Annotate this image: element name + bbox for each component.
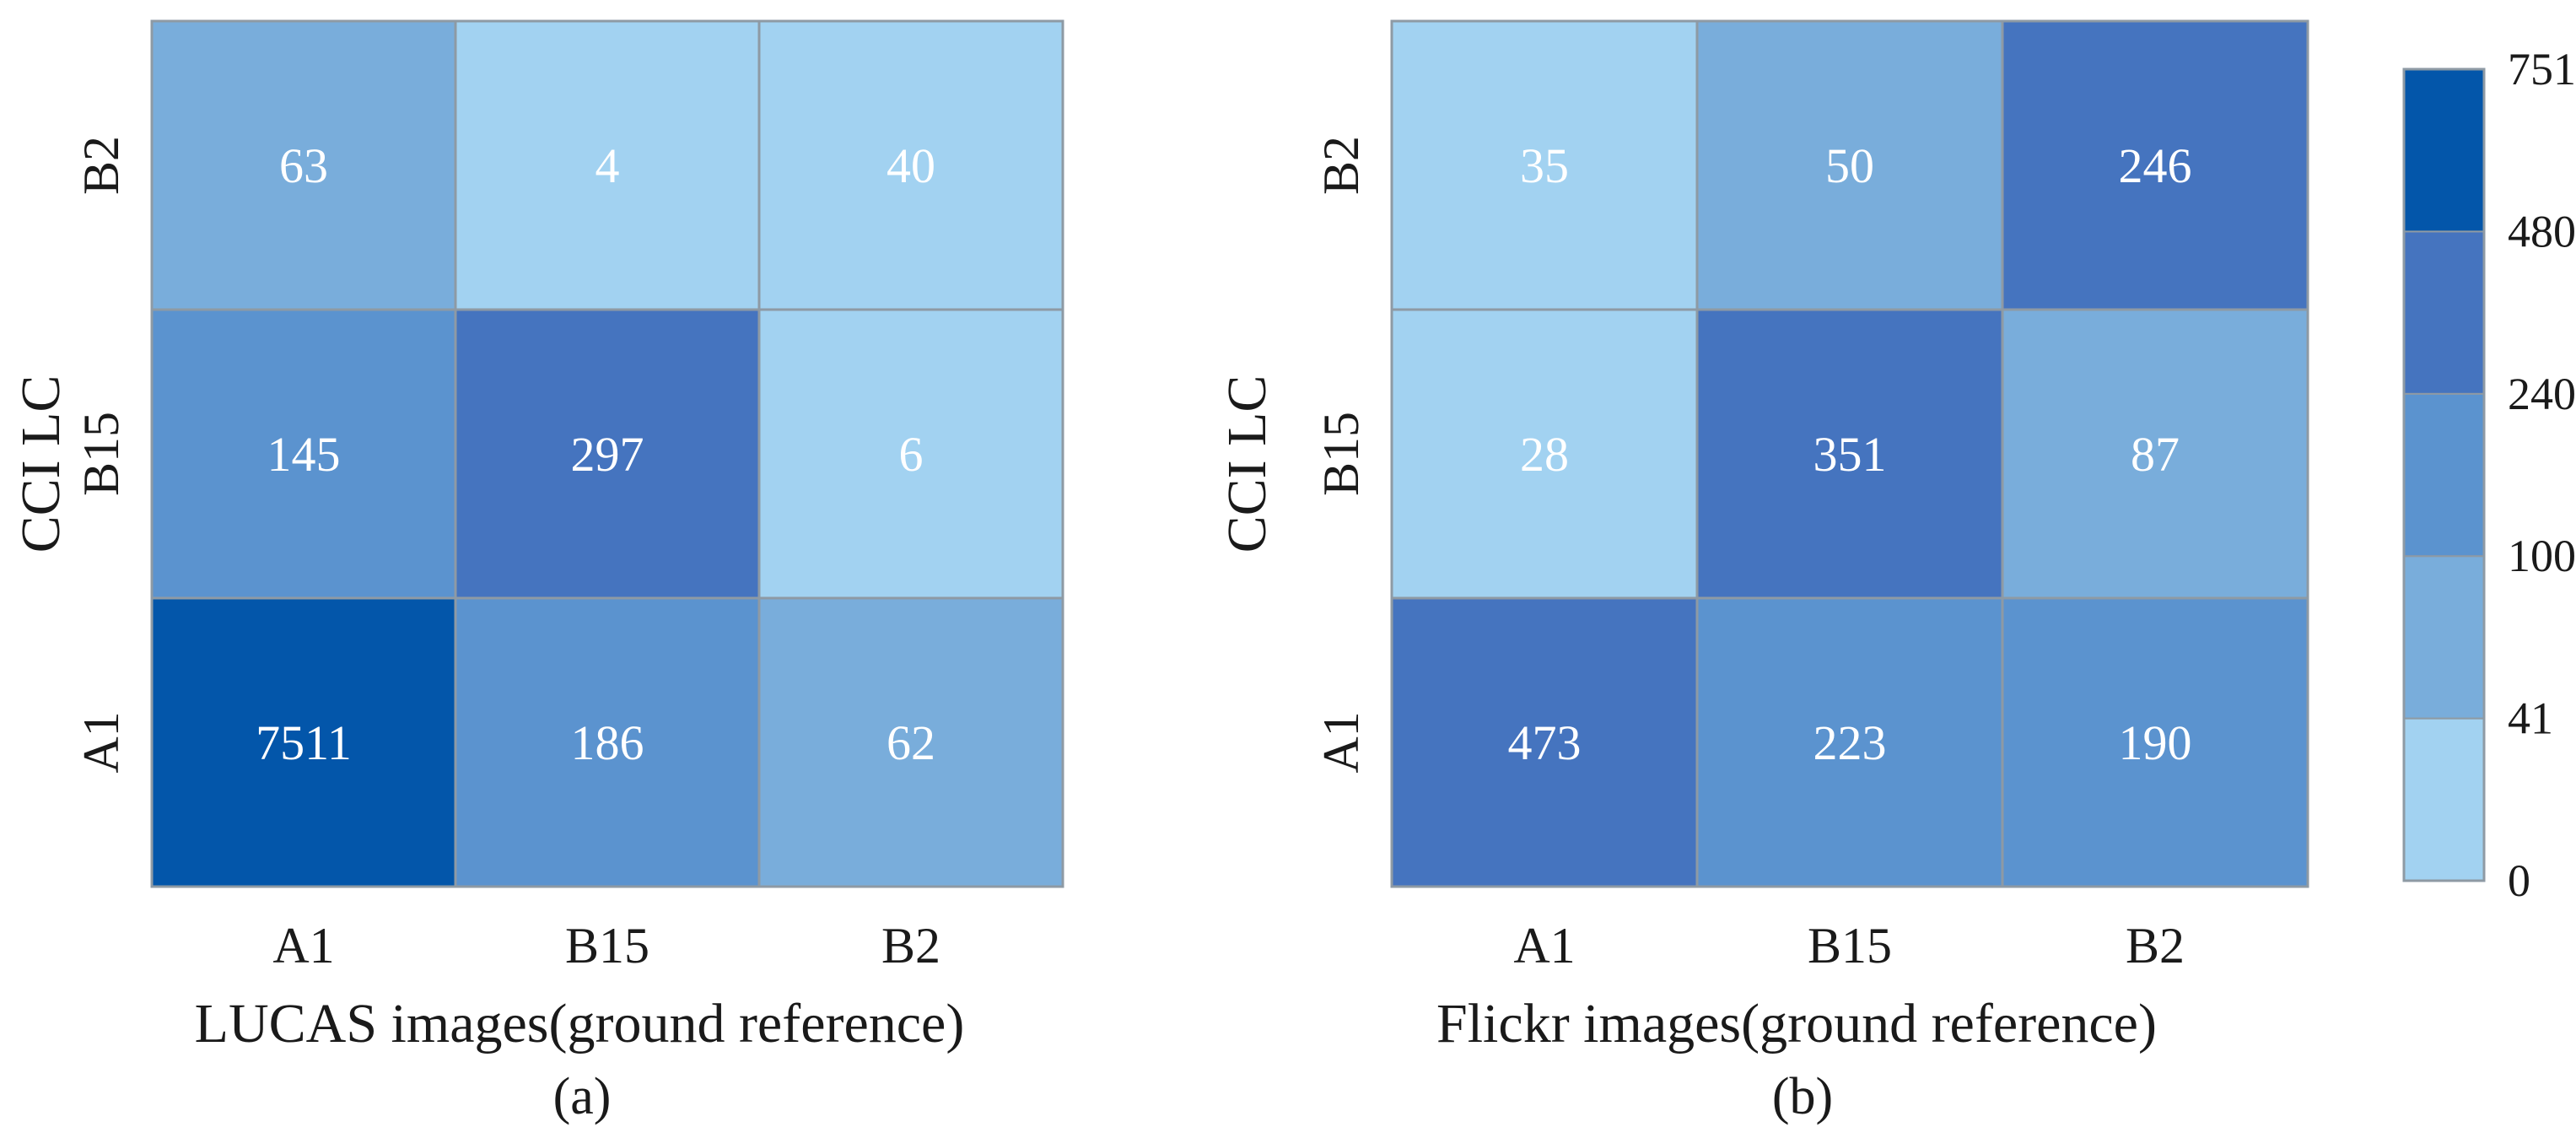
heatmap-cell	[454, 596, 761, 888]
heatmap-cell	[2001, 308, 2309, 600]
colorbar-band	[2403, 68, 2485, 233]
colorbar-bands	[2403, 68, 2485, 882]
x-tick-label: A1	[272, 918, 334, 974]
colorbar-tick-label: 100	[2508, 531, 2576, 581]
cell-value-label: 4	[595, 138, 620, 193]
panel-label-b: (b)	[1772, 1068, 1833, 1125]
cell-value-label: 190	[2119, 715, 2192, 770]
x-tick-label: B2	[881, 918, 940, 974]
colorbar-tick-label: 240	[2508, 369, 2576, 419]
heatmap-cell	[2001, 19, 2309, 311]
heatmap-cell	[757, 596, 1064, 888]
x-tick-label: B2	[2126, 918, 2185, 974]
colorbar-tick-label: 480	[2508, 206, 2576, 256]
heatmap-cell	[1390, 596, 1699, 888]
y-tick-label: B15	[73, 412, 129, 496]
heatmap-cell	[2001, 596, 2309, 888]
colorbar-tick-label: 41	[2508, 693, 2553, 744]
colorbar-band	[2403, 230, 2485, 395]
x-tick-label: A1	[1513, 918, 1575, 974]
cell-value-label: 87	[2131, 427, 2180, 482]
heatmap-cell	[757, 308, 1064, 600]
y-tick-labels-a: B2 B15 A1	[73, 136, 129, 774]
panel-label-a: (a)	[553, 1068, 612, 1125]
colorbar-tick-label: 7511	[2508, 44, 2576, 94]
y-axis-title-b: CCI LC	[1216, 375, 1278, 553]
cell-value-label: 246	[2119, 138, 2192, 193]
cell-value-label: 223	[1813, 715, 1887, 770]
heatmap-cell	[150, 596, 457, 888]
colorbar-band	[2403, 392, 2485, 558]
x-axis-title-a: LUCAS images(ground reference)	[195, 993, 965, 1054]
colorbar-band	[2403, 555, 2485, 720]
y-tick-labels-b: B2 B15 A1	[1313, 136, 1369, 774]
x-tick-labels-a: A1 B15 B2	[272, 918, 940, 974]
y-tick-label: A1	[1313, 711, 1369, 773]
y-tick-label: B15	[1313, 412, 1369, 496]
heatmap-cell	[454, 308, 761, 600]
cell-value-label: 62	[887, 715, 935, 770]
heatmap-cell-labels-a: 63 4 40 145 297 6 7511 186 62	[256, 138, 935, 770]
y-tick-label: B2	[73, 136, 129, 195]
cell-value-label: 473	[1508, 715, 1582, 770]
cell-value-label: 6	[899, 427, 924, 482]
cell-value-label: 63	[279, 138, 328, 193]
heatmap-cell	[150, 308, 457, 600]
cell-value-label: 40	[887, 138, 935, 193]
colorbar-tick-label: 0	[2508, 855, 2530, 906]
cell-value-label: 145	[267, 427, 341, 482]
cell-value-label: 351	[1813, 427, 1887, 482]
cell-value-label: 28	[1520, 427, 1569, 482]
cell-value-label: 35	[1520, 138, 1569, 193]
y-tick-label: A1	[73, 711, 129, 773]
heatmap-cell-labels-b: 35 50 246 28 351 87 473 223 190	[1508, 138, 2192, 770]
heatmap-cell	[1390, 308, 1699, 600]
cell-value-label: 297	[571, 427, 644, 482]
heatmap-cells-b	[1390, 19, 2309, 888]
heatmap-cell	[150, 19, 457, 311]
heatmap-cells-a	[150, 19, 1064, 888]
colorbar-outline	[2402, 67, 2486, 882]
x-tick-label: B15	[565, 918, 649, 974]
y-tick-label: B2	[1313, 136, 1369, 195]
cell-value-label: 186	[571, 715, 644, 770]
heatmap-cell	[757, 19, 1064, 311]
colorbar-tick-labels: 0 41 100 240 480 7511	[2508, 44, 2576, 906]
x-tick-labels-b: A1 B15 B2	[1513, 918, 2185, 974]
heatmap-cell	[1695, 596, 2004, 888]
cell-value-label: 50	[1825, 138, 1874, 193]
x-tick-label: B15	[1808, 918, 1892, 974]
colorbar: 0 41 100 240 480 7511	[2402, 44, 2576, 906]
heatmap-cell	[454, 19, 761, 311]
colorbar-band	[2403, 717, 2485, 882]
heatmap-panel-a: 63 4 40 145 297 6 7511 186 62 A1 B15 B2 B2 B15 A1 LU…	[10, 19, 1064, 1125]
y-axis-title-a: CCI LC	[10, 375, 72, 553]
x-axis-title-b: Flickr images(ground reference)	[1436, 993, 2157, 1054]
cell-value-label: 7511	[256, 715, 352, 770]
